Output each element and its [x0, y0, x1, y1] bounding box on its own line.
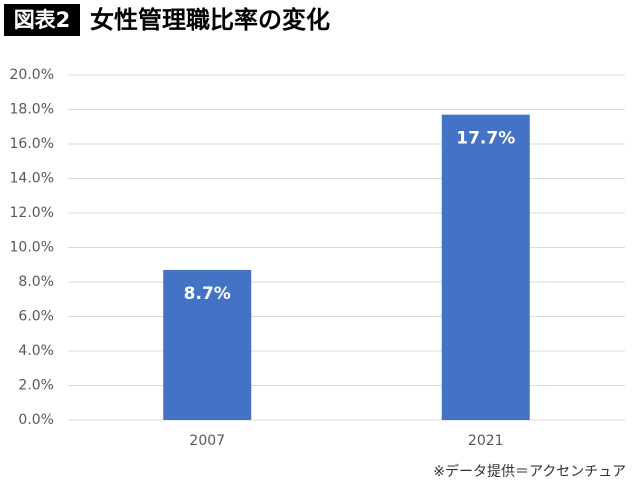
y-tick-label: 10.0%: [10, 240, 54, 256]
y-tick-label: 20.0%: [10, 67, 54, 83]
y-tick-label: 14.0%: [10, 171, 54, 187]
bar: [163, 269, 252, 420]
chart-title: 女性管理職比率の変化: [90, 6, 330, 34]
y-tick-label: 6.0%: [18, 309, 54, 325]
x-tick-label: 2021: [468, 433, 504, 449]
value-label: 8.7%: [184, 284, 231, 304]
y-tick-label: 12.0%: [10, 205, 54, 221]
source-note: ※データ提供＝アクセンチュア: [433, 463, 626, 480]
y-tick-label: 0.0%: [18, 412, 54, 428]
bar: [441, 114, 530, 421]
figure-label: 図表2: [14, 8, 71, 32]
y-tick-label: 2.0%: [18, 378, 54, 394]
figure-badge: [4, 4, 80, 36]
y-tick-label: 18.0%: [10, 102, 54, 118]
y-tick-label: 16.0%: [10, 136, 54, 152]
x-tick-label: 2007: [189, 433, 225, 449]
y-tick-label: 4.0%: [18, 343, 54, 359]
value-label: 17.7%: [456, 129, 515, 149]
y-tick-label: 8.0%: [18, 274, 54, 290]
